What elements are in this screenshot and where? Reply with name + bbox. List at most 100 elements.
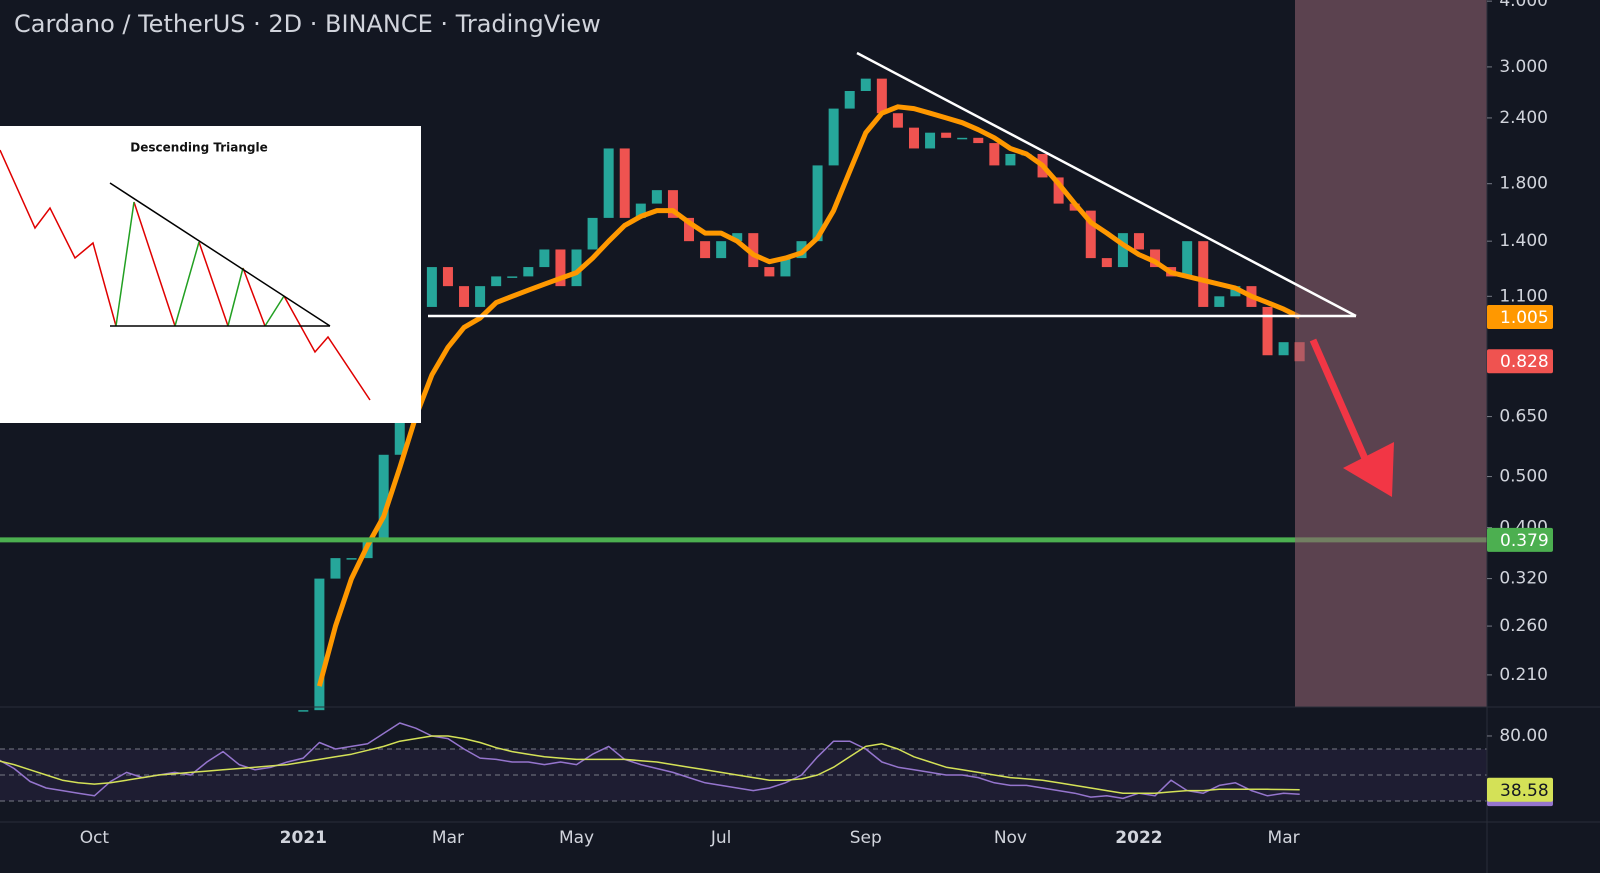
y-tick-label: 0.260 bbox=[1499, 616, 1548, 636]
candle bbox=[812, 165, 823, 242]
candle bbox=[1214, 296, 1225, 307]
candle bbox=[555, 249, 566, 287]
x-tick-label: 2022 bbox=[1115, 828, 1162, 848]
inset-image: Descending Triangle bbox=[0, 126, 421, 423]
candle bbox=[571, 249, 582, 287]
arrow-shaft bbox=[1309, 338, 1374, 472]
inset-red-line bbox=[283, 295, 371, 401]
candle bbox=[1230, 286, 1241, 297]
y-tick-label: 80.00 bbox=[1499, 726, 1548, 746]
candle bbox=[876, 78, 887, 114]
y-tick-label: 3.000 bbox=[1499, 57, 1548, 77]
candle bbox=[523, 267, 534, 277]
y-tick-label: 2.400 bbox=[1499, 108, 1548, 128]
y-tick-label: 0.500 bbox=[1499, 467, 1548, 487]
candle bbox=[764, 267, 775, 277]
candle bbox=[603, 148, 614, 218]
candle bbox=[442, 267, 453, 287]
candle bbox=[587, 217, 598, 250]
inset-green-line bbox=[227, 267, 244, 327]
x-tick-label: Nov bbox=[994, 828, 1027, 848]
candle bbox=[1182, 241, 1193, 277]
target-zone bbox=[1295, 0, 1487, 707]
candle bbox=[1085, 210, 1096, 259]
x-tick-label: 2021 bbox=[280, 828, 327, 848]
candle bbox=[748, 233, 759, 268]
inset-title: Descending Triangle bbox=[130, 141, 267, 155]
candle bbox=[619, 148, 630, 218]
candle bbox=[1262, 306, 1273, 356]
candle bbox=[925, 132, 936, 149]
price-tag bbox=[1487, 304, 1553, 329]
price-tag-label: 1.005 bbox=[1500, 308, 1549, 328]
candle bbox=[298, 710, 309, 712]
resistance-trendline bbox=[856, 51, 1357, 318]
candle bbox=[346, 558, 357, 560]
candle bbox=[1133, 233, 1144, 250]
candle bbox=[716, 241, 727, 259]
candle bbox=[957, 137, 968, 140]
y-tick-label: 0.210 bbox=[1499, 665, 1548, 685]
candle bbox=[378, 454, 389, 540]
candle bbox=[459, 286, 470, 307]
candle bbox=[635, 203, 646, 218]
arrow-head bbox=[1343, 442, 1394, 497]
candle bbox=[1117, 233, 1128, 268]
y-tick-label: 1.100 bbox=[1499, 286, 1548, 306]
y-tick-label: 1.400 bbox=[1499, 231, 1548, 251]
candle bbox=[908, 127, 919, 149]
candle bbox=[314, 578, 325, 711]
inset-green-line bbox=[115, 201, 135, 327]
candle bbox=[941, 132, 952, 138]
candle bbox=[330, 558, 341, 579]
x-tick-label: Mar bbox=[1268, 828, 1300, 848]
overlay: 4.000 3.000 2.400 1.800 1.400 1.100 0.650 0.500… bbox=[80, 0, 1553, 848]
candle bbox=[973, 137, 984, 144]
candle bbox=[475, 286, 486, 307]
x-tick-label: May bbox=[559, 828, 594, 848]
candle bbox=[684, 217, 695, 242]
candle bbox=[1150, 249, 1161, 268]
price-tag-label: 38.58 bbox=[1500, 781, 1549, 801]
rsi-line bbox=[0, 722, 1300, 800]
candle bbox=[667, 190, 678, 218]
candle bbox=[1278, 342, 1289, 356]
candle bbox=[860, 78, 871, 92]
candle bbox=[539, 249, 550, 268]
candle bbox=[1198, 241, 1209, 307]
y-tick-label: 4.000 bbox=[1499, 0, 1548, 11]
candle bbox=[700, 241, 711, 259]
candle bbox=[507, 276, 518, 278]
price-tag-label: 0.379 bbox=[1500, 531, 1549, 551]
inset-red-line bbox=[133, 201, 176, 327]
candle bbox=[828, 108, 839, 166]
inset-green-line bbox=[174, 241, 200, 327]
price-tag-label: 0.828 bbox=[1500, 352, 1549, 372]
candle bbox=[780, 258, 791, 277]
x-tick-label: Mar bbox=[432, 828, 464, 848]
rsi-line bbox=[0, 735, 1300, 794]
price-tag bbox=[1487, 777, 1553, 802]
y-tick-label: 0.650 bbox=[1499, 407, 1548, 427]
candle bbox=[1053, 177, 1064, 204]
inset-red-line bbox=[0, 149, 117, 327]
inset-red-line bbox=[242, 267, 266, 327]
drawings bbox=[428, 51, 1394, 497]
candle bbox=[989, 143, 1000, 166]
candle bbox=[732, 233, 743, 242]
y-tick-label: 0.320 bbox=[1499, 569, 1548, 589]
candle bbox=[491, 276, 502, 287]
candle bbox=[1005, 153, 1016, 166]
candle bbox=[426, 267, 437, 307]
x-tick-label: Sep bbox=[850, 828, 882, 848]
candle bbox=[1101, 258, 1112, 268]
chart-title: Cardano / TetherUS · 2D · BINANCE · Trad… bbox=[14, 10, 601, 38]
candle bbox=[651, 190, 662, 204]
price-tag bbox=[1487, 527, 1553, 552]
inset-green-line bbox=[264, 295, 285, 327]
y-tick-label: 1.800 bbox=[1499, 174, 1548, 194]
inset-red-line bbox=[198, 241, 229, 327]
candle bbox=[844, 91, 855, 109]
candle bbox=[892, 113, 903, 128]
